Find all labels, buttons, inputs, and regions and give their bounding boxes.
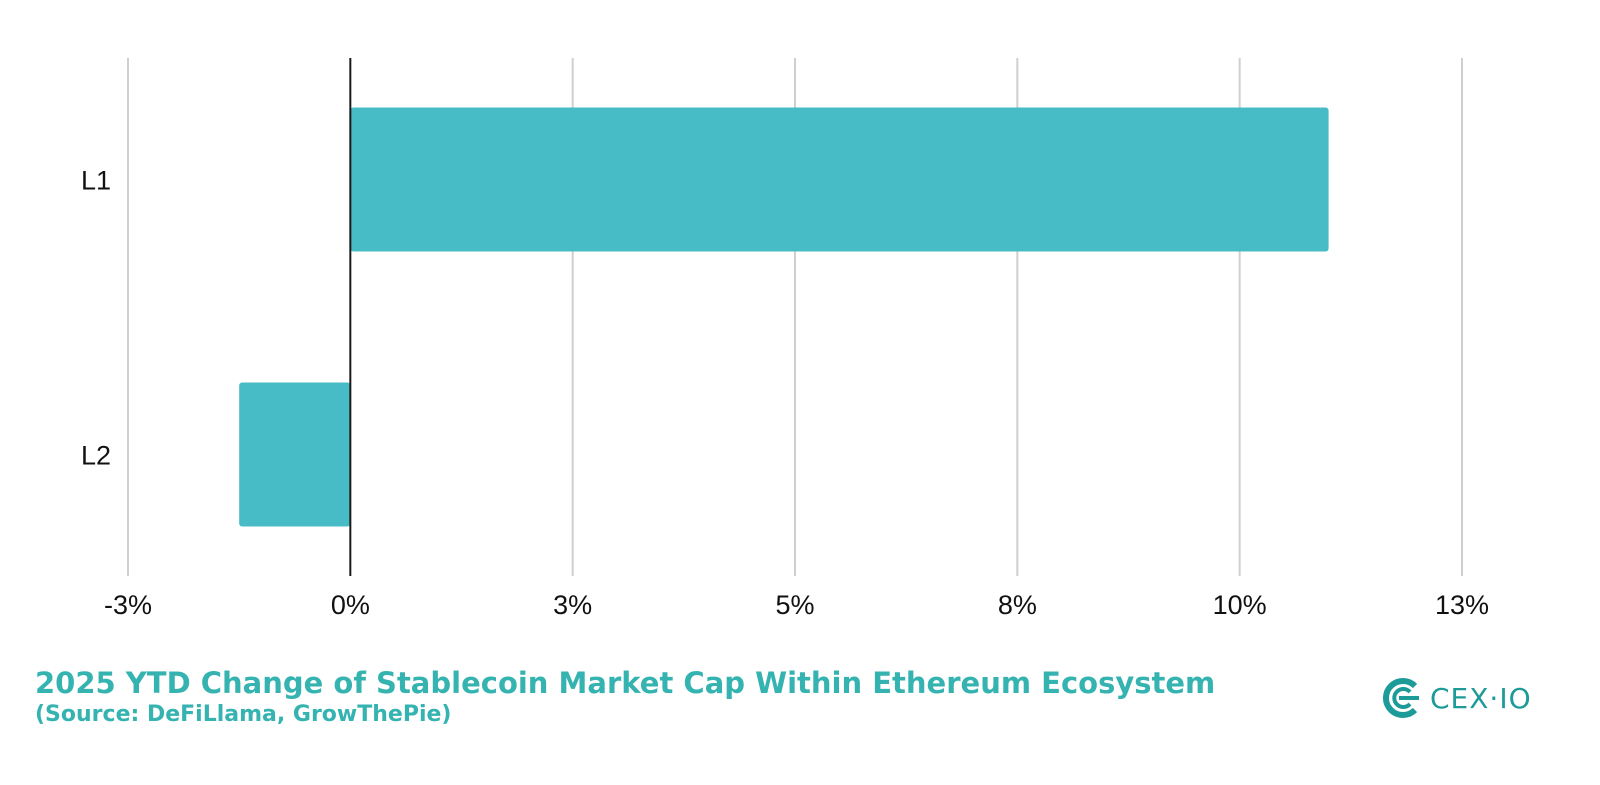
cex-io-logo-icon: [1382, 678, 1419, 718]
logo-text: CEX·IO: [1430, 681, 1532, 715]
bar-l2: [239, 382, 351, 527]
chart-title: 2025 YTD Change of Stablecoin Market Cap…: [35, 666, 1216, 700]
x-axis-tick-labels: -3% 0% 3% 5% 8% 10% 13%: [104, 590, 1489, 620]
x-tick-label: 5%: [775, 590, 814, 620]
category-label: L2: [81, 441, 111, 471]
bars: [239, 107, 1329, 527]
y-axis-category-labels: L1 L2: [81, 166, 111, 471]
chart-source: (Source: DeFiLlama, GrowThePie): [35, 702, 452, 727]
bar-l1: [350, 107, 1329, 252]
category-label: L1: [81, 166, 111, 196]
bar-chart: -3% 0% 3% 5% 8% 10% 13% L1 L2: [81, 58, 1489, 620]
x-tick-label: 8%: [998, 590, 1037, 620]
x-tick-label: -3%: [104, 590, 152, 620]
x-tick-label: 3%: [553, 590, 592, 620]
x-tick-label: 13%: [1435, 590, 1489, 620]
x-tick-label: 10%: [1213, 590, 1267, 620]
x-tick-label: 0%: [331, 590, 370, 620]
cex-io-logo: CEX·IO: [1382, 676, 1532, 720]
